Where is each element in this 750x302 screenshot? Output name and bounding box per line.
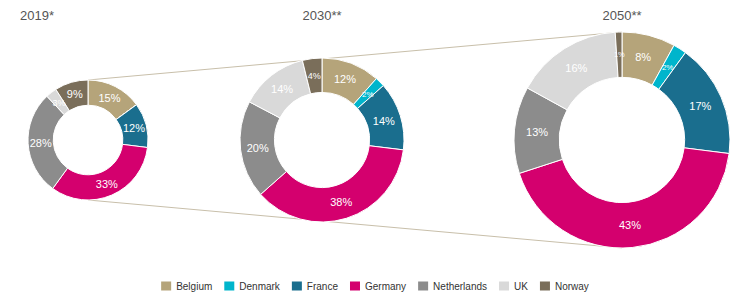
donut-title: 2019*: [20, 8, 54, 23]
legend-swatch: [499, 282, 509, 291]
data-label: 16%: [565, 62, 587, 74]
data-label: 2%: [662, 63, 674, 72]
connector-lines: [88, 32, 622, 248]
data-label: 15%: [99, 92, 121, 104]
legend: Belgium Denmark France Germany Netherlands UK…: [161, 281, 589, 292]
donut-title: 2030**: [302, 8, 341, 23]
donut: [514, 32, 730, 248]
donut-slice: [261, 146, 404, 222]
data-label: 12%: [123, 122, 145, 134]
data-label: 17%: [689, 100, 711, 112]
donut: [28, 80, 148, 200]
data-label: 28%: [30, 137, 52, 149]
legend-swatch: [161, 282, 171, 291]
data-label: 1%: [614, 50, 625, 59]
data-label: 14%: [271, 83, 293, 95]
donut-slice: [116, 105, 148, 148]
donut-slice: [249, 60, 310, 118]
legend-label: Denmark: [239, 281, 281, 292]
legend-label: France: [307, 281, 339, 292]
donut-title: 2050**: [602, 8, 641, 23]
data-label: 9%: [67, 88, 83, 100]
data-label: 20%: [247, 142, 269, 154]
legend-label: Belgium: [176, 281, 212, 292]
legend-swatch: [418, 282, 428, 291]
legend-label: Netherlands: [433, 281, 487, 292]
legend-swatch: [224, 282, 234, 291]
donut-slice: [53, 144, 148, 200]
data-label: 43%: [619, 219, 641, 231]
data-label: 14%: [373, 115, 395, 127]
data-label: 2%: [362, 90, 374, 99]
data-label: 3%: [52, 98, 65, 108]
legend-label: Norway: [555, 281, 589, 292]
data-label: 8%: [635, 51, 651, 63]
donut-slice: [358, 86, 404, 150]
legend-label: Germany: [365, 281, 406, 292]
donut-slice: [659, 53, 730, 154]
donut-slice: [527, 32, 618, 110]
legend-swatch: [540, 282, 550, 291]
donut-slice: [322, 58, 376, 104]
data-label: 33%: [96, 178, 118, 190]
legend-label: UK: [514, 281, 528, 292]
chart: 15% 12% 33% 28% 3%9% 2019* 12% 2% 14% 38% 20% 14% 4%…: [0, 0, 750, 302]
data-label: 38%: [330, 196, 352, 208]
legend-swatch: [292, 282, 302, 291]
data-label: 13%: [526, 126, 548, 138]
data-label: 4%: [308, 71, 321, 81]
donut: [240, 58, 404, 222]
legend-swatch: [350, 282, 360, 291]
donut-slice: [302, 58, 322, 94]
data-label: 12%: [334, 73, 356, 85]
